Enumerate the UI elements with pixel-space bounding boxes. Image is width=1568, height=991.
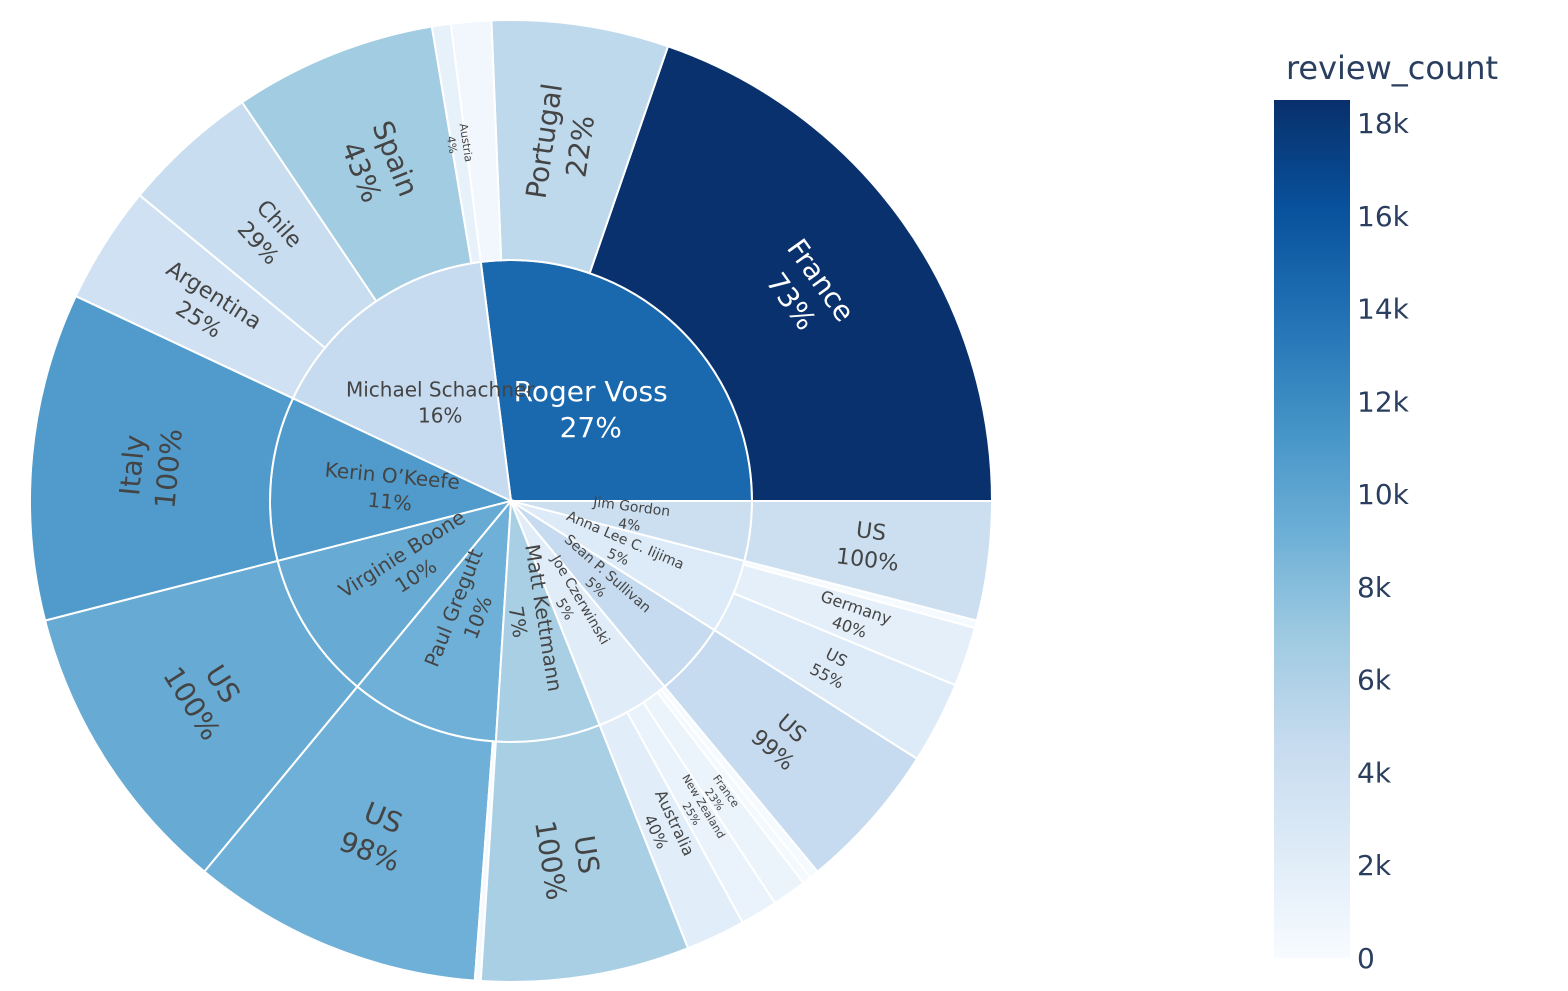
colorbar-tick-label-2: 4k — [1357, 756, 1392, 789]
colorbar-tick-label-5: 10k — [1357, 478, 1410, 511]
colorbar-tick-label-6: 12k — [1357, 385, 1410, 418]
country-slice-kerin-o-keefe-italy[interactable] — [29, 294, 295, 622]
colorbar-tick-label-7: 14k — [1357, 293, 1410, 326]
taster-percent-0: 27% — [560, 411, 622, 444]
colorbar-tick-label-4: 8k — [1357, 571, 1392, 604]
colorbar-tick-label-0: 0 — [1357, 942, 1375, 975]
colorbar-tick-label-9: 18k — [1357, 107, 1410, 140]
taster-percent-1: 16% — [418, 404, 462, 428]
taster-name-1: Michael Schachner — [346, 378, 535, 402]
colorbar-title: review_count — [1286, 49, 1498, 87]
country-2-name-0: Italy — [113, 433, 152, 497]
colorbar-ticks: 0 2k 4k 6k 8k 10k 12k 14k 16k 18k — [1357, 107, 1410, 975]
taster-name-0: Roger Voss — [514, 375, 668, 408]
country-slice-virginie-boone-us[interactable] — [43, 559, 359, 874]
taster-percent-2: 11% — [367, 488, 414, 516]
colorbar-tick-label-1: 2k — [1357, 849, 1392, 882]
colorbar-tick-label-3: 6k — [1357, 664, 1392, 697]
taster-percent-9: 4% — [617, 516, 641, 535]
country-slice-roger-voss-france[interactable] — [588, 45, 994, 502]
sunburst-rings — [29, 19, 994, 983]
country-9-name-0: US — [854, 518, 887, 547]
country-slice-jim-gordon-us[interactable] — [743, 500, 994, 622]
country-1-percent-0: 4% — [444, 135, 459, 154]
country-slice-paul-gregutt-us[interactable] — [202, 685, 494, 982]
colorbar: review_count 0 2k 4k 6k 8k 10k 12k 14k 16k 18k — [1274, 49, 1498, 975]
country-2-percent-0: 100% — [148, 427, 188, 510]
colorbar-gradient — [1274, 100, 1350, 958]
taster-percent-5: 7% — [504, 604, 533, 639]
country-1-name-0: Austria — [457, 123, 475, 163]
colorbar-tick-label-8: 16k — [1357, 200, 1410, 233]
country-5-name-0: US — [567, 833, 606, 876]
